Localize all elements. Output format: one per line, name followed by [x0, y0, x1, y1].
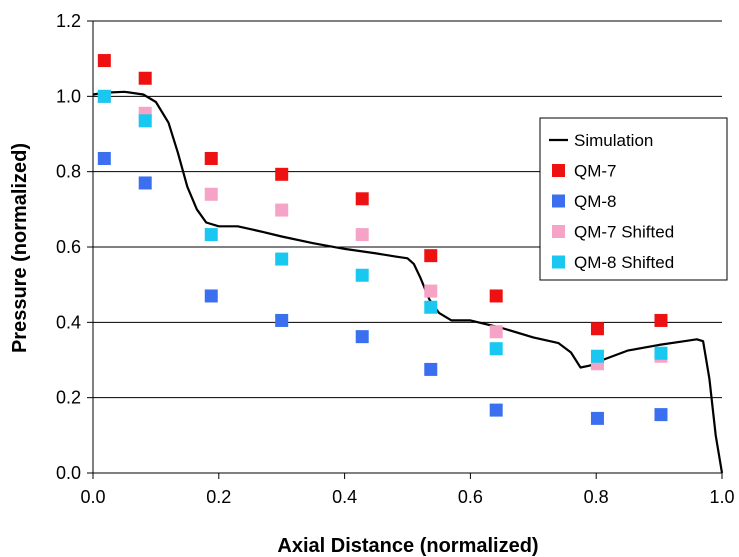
x-axis-title: Axial Distance (normalized): [277, 535, 538, 557]
qm-7-point: [355, 192, 369, 206]
x-tick-label: 0.2: [206, 487, 231, 507]
qm-7-shifted-point: [204, 187, 218, 201]
x-tick-label: 0.8: [584, 487, 609, 507]
qm-7-point: [138, 71, 152, 85]
y-tick-labels: 0.0 0.2 0.4 0.6 0.8 1.0 1.2: [56, 11, 81, 483]
qm-8-shifted-point: [275, 252, 289, 266]
legend-swatch-qm-8-shifted: [552, 255, 565, 269]
qm-7-point: [275, 167, 289, 181]
y-tick-label: 0.8: [56, 162, 81, 182]
qm-8-point: [275, 313, 289, 327]
qm-7-point: [654, 313, 668, 327]
y-tick-label: 0.4: [56, 312, 81, 332]
legend: Simulation QM-7 QM-8 QM-7 Shifted QM-8 Shift…: [539, 117, 728, 281]
qm-7-shifted-point: [489, 325, 503, 339]
simulation-line: [92, 90, 724, 474]
qm-8-shifted-point: [590, 349, 604, 363]
legend-label-simulation: Simulation: [574, 131, 653, 150]
qm-7-point: [204, 151, 218, 165]
qm-7-point: [489, 289, 503, 303]
simulation-series: [92, 90, 724, 474]
grid-lines: [93, 20, 722, 399]
y-axis-title: Pressure (normalized): [9, 143, 31, 353]
qm-7-shifted-point: [275, 203, 289, 217]
x-tick-label: 0.4: [332, 487, 357, 507]
y-tick-label: 0.0: [56, 463, 81, 483]
y-tick-label: 1.0: [56, 86, 81, 106]
qm-8-shifted-point: [654, 346, 668, 360]
qm-7-shifted-point: [355, 228, 369, 242]
y-tick-label: 0.6: [56, 237, 81, 257]
qm-8-shifted-point: [355, 268, 369, 282]
legend-swatch-qm-7-shifted: [552, 225, 565, 238]
qm-7-point: [590, 322, 604, 336]
qm-8-point: [489, 403, 503, 417]
legend-box: [539, 117, 728, 281]
qm-8-shifted-point: [424, 300, 438, 314]
qm-7-point: [97, 54, 111, 68]
qm-8-shifted-point: [97, 89, 111, 103]
x-tick-label: 0.0: [80, 487, 105, 507]
legend-swatch-qm-7: [552, 164, 565, 177]
qm-8-point: [424, 362, 438, 376]
qm-8-shifted-point: [204, 228, 218, 242]
legend-label-qm-7-shifted: QM-7 Shifted: [574, 223, 674, 242]
legend-label-qm-8-shifted: QM-8 Shifted: [574, 253, 674, 272]
qm-8-point: [654, 408, 668, 422]
qm-8-shifted-point: [138, 114, 152, 128]
qm-8-shifted-point: [489, 342, 503, 356]
legend-label-qm-8: QM-8: [574, 192, 617, 211]
y-tick-label: 0.2: [56, 388, 81, 408]
x-tick-label: 1.0: [709, 487, 734, 507]
x-tick-labels: 0.0 0.2 0.4 0.6 0.8 1.0: [80, 487, 734, 507]
x-tick-label: 0.6: [458, 487, 483, 507]
qm-8-point: [97, 151, 111, 165]
legend-label-qm-7: QM-7: [574, 162, 617, 181]
qm-8-point: [355, 330, 369, 344]
y-tick-label: 1.2: [56, 11, 81, 31]
qm-7-point: [424, 249, 438, 263]
legend-swatch-qm-8: [552, 194, 565, 208]
qm-7-shifted-point: [424, 284, 438, 298]
marker-series: [97, 54, 668, 425]
qm-8-point: [204, 289, 218, 303]
qm-8-point: [590, 411, 604, 425]
axes: [87, 20, 723, 479]
qm-8-point: [138, 176, 152, 190]
